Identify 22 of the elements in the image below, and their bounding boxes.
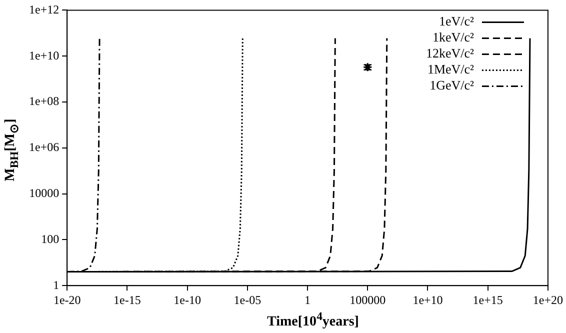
x-tick-label: 1e+10 (412, 292, 443, 307)
legend-label: 12keV/c² (426, 46, 474, 61)
x-tick-label: 1e-10 (174, 292, 201, 307)
y-tick-label: 100 (41, 232, 60, 246)
y-tick-label: 1e+06 (29, 140, 60, 154)
legend-label: 1MeV/c² (427, 62, 474, 77)
x-tick-label: 1e+15 (472, 292, 503, 307)
x-tick-label: 1e-05 (234, 292, 262, 307)
y-tick-label: 1 (53, 278, 60, 292)
x-tick-label: 1e+20 (532, 292, 563, 307)
y-tick-label: 1e+12 (29, 2, 60, 16)
legend-label: 1keV/c² (432, 30, 474, 45)
x-tick-label: 1e-15 (114, 292, 141, 307)
x-axis-title: Time[10$^{4}$years] (266, 310, 360, 331)
y-tick-label: 1e+10 (29, 48, 60, 62)
x-tick-label: 100000 (350, 292, 386, 307)
y-tick-label: 1e+08 (29, 94, 60, 108)
legend-label: 1GeV/c² (430, 78, 474, 93)
legend-label: 1eV/c² (439, 14, 474, 29)
x-tick-label: 1e-20 (53, 292, 81, 307)
y-tick-label: 10000 (29, 186, 60, 200)
x-tick-label: 1 (304, 292, 311, 307)
